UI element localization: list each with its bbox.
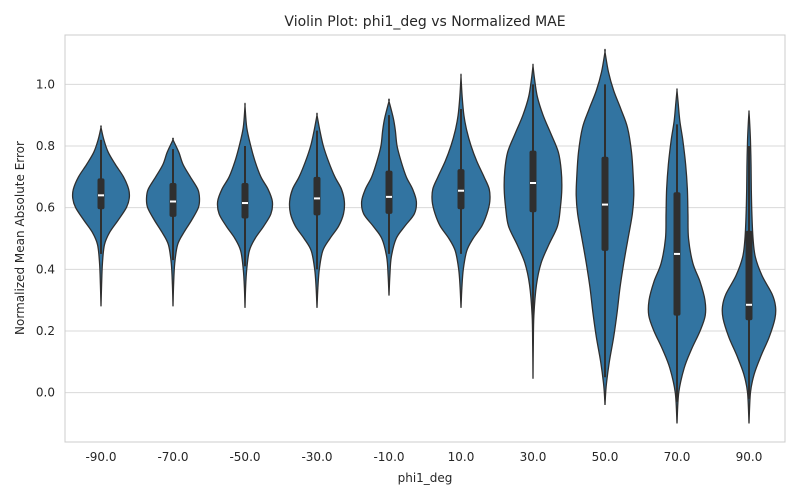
x-tick-label: 70.0 (664, 450, 691, 464)
violin-group (647, 88, 707, 424)
violin-iqr-box (745, 230, 753, 321)
violin-group (288, 112, 346, 308)
violin-iqr-box (529, 150, 537, 213)
violin-group (145, 137, 201, 307)
plot-area-frame (64, 34, 786, 443)
chart-title: Violin Plot: phi1_deg vs Normalized MAE (284, 14, 565, 30)
y-axis-ticks: 0.0 0.2 0.4 0.6 0.8 1.0 (36, 77, 55, 399)
violin-group (216, 102, 274, 308)
x-tick-label: 90.0 (736, 450, 763, 464)
violin-iqr-box (385, 170, 393, 214)
x-axis-label: phi1_deg (398, 471, 453, 485)
violin-group (503, 63, 563, 379)
x-tick-label: -50.0 (229, 450, 260, 464)
x-tick-label: -10.0 (373, 450, 404, 464)
x-tick-label: 30.0 (520, 450, 547, 464)
violin-iqr-box (313, 176, 321, 216)
y-tick-label: 0.2 (36, 324, 55, 338)
y-tick-label: 1.0 (36, 77, 55, 91)
y-tick-label: 0.6 (36, 201, 55, 215)
x-axis-ticks: -90.0 -70.0 -50.0 -30.0 -10.0 10.0 30.0 50.0 70.… (85, 450, 762, 464)
violin-layer (71, 48, 777, 424)
violin-group (71, 125, 131, 307)
violin-group (431, 73, 491, 308)
violin-group (721, 110, 777, 424)
violin-iqr-box (169, 183, 177, 217)
violin-iqr-box (457, 169, 465, 210)
violin-group (360, 98, 418, 296)
violin-iqr-box (97, 178, 105, 210)
y-tick-label: 0.0 (36, 386, 55, 400)
violin-iqr-box (241, 183, 249, 219)
y-axis-label: Normalized Mean Absolute Error (13, 141, 27, 335)
violin-group (575, 48, 635, 406)
x-tick-label: -30.0 (301, 450, 332, 464)
x-tick-label: -70.0 (157, 450, 188, 464)
x-tick-label: 10.0 (448, 450, 475, 464)
x-tick-label: -90.0 (85, 450, 116, 464)
y-tick-label: 0.4 (36, 262, 55, 276)
x-tick-label: 50.0 (592, 450, 619, 464)
y-tick-label: 0.8 (36, 139, 55, 153)
